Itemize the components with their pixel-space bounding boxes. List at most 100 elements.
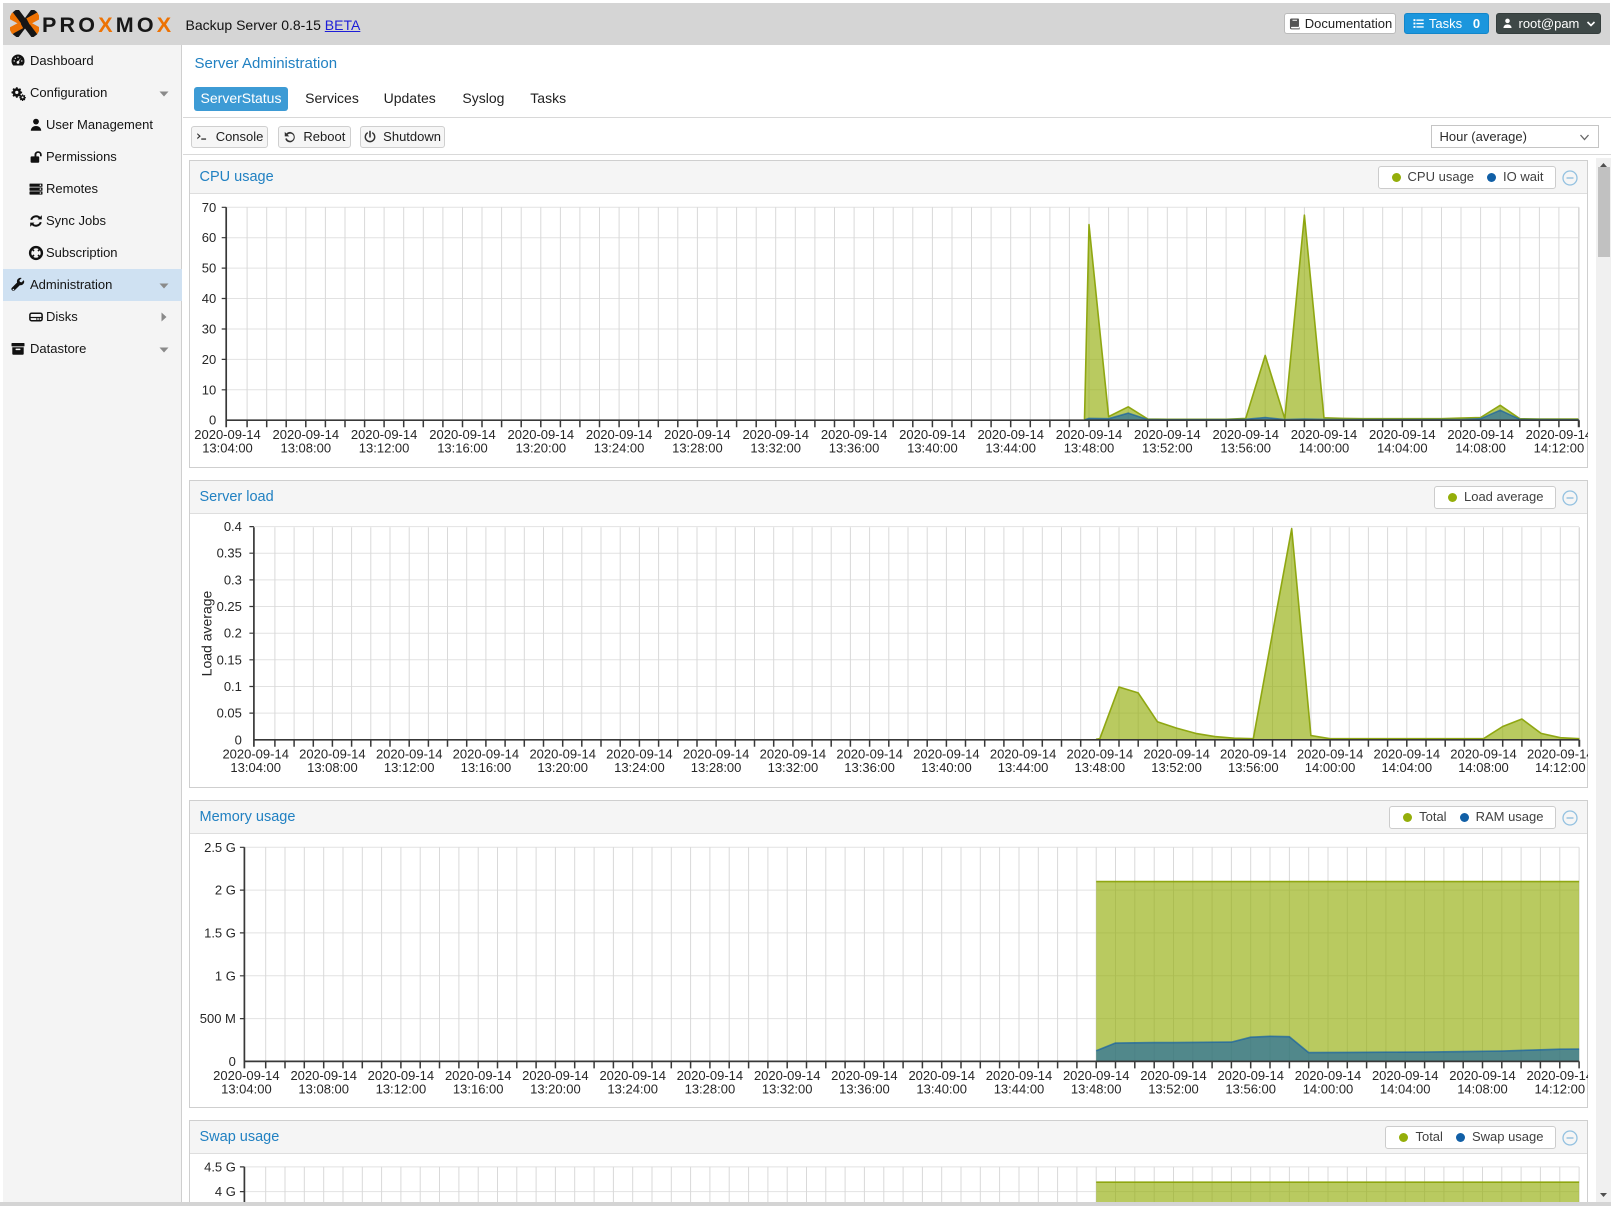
svg-text:2.5 G: 2.5 G [204,840,236,855]
svg-text:2020-09-14: 2020-09-14 [1066,747,1133,762]
svg-text:2020-09-14: 2020-09-14 [913,747,980,762]
svg-text:1 G: 1 G [214,968,235,983]
svg-text:2020-09-14: 2020-09-14 [989,747,1056,762]
svg-text:0: 0 [234,732,241,747]
svg-text:14:12:00: 14:12:00 [1534,1082,1585,1097]
svg-text:2020-09-14: 2020-09-14 [444,1068,511,1083]
svg-text:2020-09-14: 2020-09-14 [676,1068,743,1083]
svg-text:2020-09-14: 2020-09-14 [1450,747,1517,762]
svg-text:2020-09-14: 2020-09-14 [1527,747,1588,762]
svg-text:2020-09-14: 2020-09-14 [1525,427,1587,442]
svg-text:0.2: 0.2 [223,626,241,641]
svg-text:2020-09-14: 2020-09-14 [742,427,809,442]
svg-text:2020-09-14: 2020-09-14 [1140,1068,1207,1083]
svg-text:2020-09-14: 2020-09-14 [820,427,887,442]
svg-text:0.25: 0.25 [216,599,241,614]
svg-text:13:20:00: 13:20:00 [530,1082,581,1097]
svg-text:2020-09-14: 2020-09-14 [1449,1068,1516,1083]
svg-text:10: 10 [201,382,215,397]
svg-text:13:48:00: 13:48:00 [1063,441,1114,456]
svg-text:2020-09-14: 2020-09-14 [899,427,966,442]
svg-text:13:16:00: 13:16:00 [452,1082,503,1097]
svg-text:13:24:00: 13:24:00 [607,1082,658,1097]
svg-text:4.5 G: 4.5 G [204,1159,236,1174]
svg-text:2020-09-14: 2020-09-14 [1296,747,1363,762]
svg-text:14:08:00: 14:08:00 [1455,441,1506,456]
svg-text:2020-09-14: 2020-09-14 [682,747,749,762]
svg-text:13:04:00: 13:04:00 [202,441,253,456]
svg-text:2020-09-14: 2020-09-14 [452,747,519,762]
svg-text:14:04:00: 14:04:00 [1376,441,1427,456]
svg-text:2020-09-14: 2020-09-14 [272,427,339,442]
svg-text:2020-09-14: 2020-09-14 [1055,427,1122,442]
svg-text:0: 0 [208,413,215,428]
svg-text:13:40:00: 13:40:00 [907,441,958,456]
svg-text:13:08:00: 13:08:00 [280,441,331,456]
svg-text:0.1: 0.1 [223,679,241,694]
svg-text:13:44:00: 13:44:00 [993,1082,1044,1097]
svg-text:13:44:00: 13:44:00 [985,441,1036,456]
svg-text:20: 20 [201,352,215,367]
svg-text:13:40:00: 13:40:00 [921,760,972,775]
svg-text:13:12:00: 13:12:00 [383,760,434,775]
svg-text:0.35: 0.35 [216,546,241,561]
svg-text:2020-09-14: 2020-09-14 [429,427,496,442]
svg-text:2020-09-14: 2020-09-14 [908,1068,975,1083]
svg-text:70: 70 [201,200,215,215]
svg-text:4 G: 4 G [214,1184,235,1199]
svg-text:14:04:00: 14:04:00 [1381,760,1432,775]
svg-text:13:32:00: 13:32:00 [761,1082,812,1097]
svg-text:2020-09-14: 2020-09-14 [664,427,731,442]
svg-text:13:20:00: 13:20:00 [537,760,588,775]
svg-text:0: 0 [228,1054,235,1069]
svg-text:13:04:00: 13:04:00 [230,760,281,775]
svg-text:14:12:00: 14:12:00 [1534,760,1585,775]
svg-text:13:40:00: 13:40:00 [916,1082,967,1097]
svg-text:2020-09-14: 2020-09-14 [194,427,261,442]
svg-text:2020-09-14: 2020-09-14 [1220,747,1287,762]
svg-text:2020-09-14: 2020-09-14 [1134,427,1201,442]
svg-text:13:52:00: 13:52:00 [1151,760,1202,775]
svg-text:2020-09-14: 2020-09-14 [585,427,652,442]
svg-text:13:12:00: 13:12:00 [375,1082,426,1097]
svg-text:2020-09-14: 2020-09-14 [507,427,574,442]
svg-text:13:36:00: 13:36:00 [839,1082,890,1097]
svg-text:2020-09-14: 2020-09-14 [1294,1068,1361,1083]
svg-text:2020-09-14: 2020-09-14 [1526,1068,1587,1083]
svg-text:2020-09-14: 2020-09-14 [222,747,289,762]
svg-text:2020-09-14: 2020-09-14 [1373,747,1440,762]
svg-text:13:28:00: 13:28:00 [672,441,723,456]
svg-text:2020-09-14: 2020-09-14 [1212,427,1279,442]
svg-text:13:28:00: 13:28:00 [684,1082,735,1097]
svg-text:2020-09-14: 2020-09-14 [350,427,417,442]
svg-text:13:28:00: 13:28:00 [690,760,741,775]
svg-text:2020-09-14: 2020-09-14 [599,1068,666,1083]
svg-text:0.4: 0.4 [223,519,241,534]
svg-text:0.15: 0.15 [216,652,241,667]
svg-text:2020-09-14: 2020-09-14 [1217,1068,1284,1083]
svg-text:13:12:00: 13:12:00 [358,441,409,456]
svg-text:14:08:00: 14:08:00 [1458,760,1509,775]
svg-text:2020-09-14: 2020-09-14 [529,747,596,762]
svg-text:2020-09-14: 2020-09-14 [1143,747,1210,762]
svg-text:2020-09-14: 2020-09-14 [836,747,903,762]
svg-text:2020-09-14: 2020-09-14 [977,427,1043,442]
svg-text:13:08:00: 13:08:00 [307,760,358,775]
svg-text:2020-09-14: 2020-09-14 [759,747,826,762]
svg-text:13:48:00: 13:48:00 [1070,1082,1121,1097]
svg-text:2020-09-14: 2020-09-14 [1062,1068,1129,1083]
svg-text:13:16:00: 13:16:00 [460,760,511,775]
svg-text:13:36:00: 13:36:00 [844,760,895,775]
svg-text:13:24:00: 13:24:00 [593,441,644,456]
svg-text:40: 40 [201,291,215,306]
svg-text:14:00:00: 14:00:00 [1302,1082,1353,1097]
svg-text:2020-09-14: 2020-09-14 [1447,427,1514,442]
svg-text:13:36:00: 13:36:00 [828,441,879,456]
svg-text:13:16:00: 13:16:00 [437,441,488,456]
svg-text:Load average: Load average [198,590,214,676]
svg-text:2020-09-14: 2020-09-14 [985,1068,1052,1083]
svg-text:2020-09-14: 2020-09-14 [299,747,366,762]
svg-text:0.05: 0.05 [216,706,241,721]
svg-text:2020-09-14: 2020-09-14 [831,1068,898,1083]
svg-text:13:52:00: 13:52:00 [1148,1082,1199,1097]
